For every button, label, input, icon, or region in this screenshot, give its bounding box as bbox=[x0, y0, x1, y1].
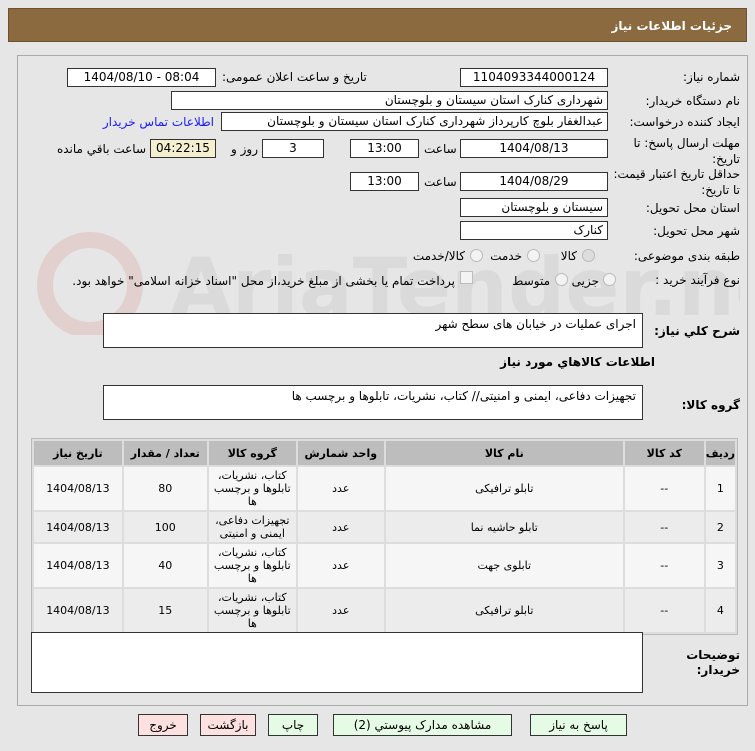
days-label: روز و bbox=[231, 142, 258, 156]
category-option-goods: کالا bbox=[560, 249, 577, 263]
category-radio-service[interactable] bbox=[527, 249, 540, 262]
goods-table: ردیف کد کالا نام کالا واحد شمارش گروه کا… bbox=[31, 438, 738, 635]
col-name: نام کالا bbox=[385, 441, 623, 465]
cell-name: تابلو حاشیه نما bbox=[385, 512, 623, 542]
cell-qty: 80 bbox=[123, 467, 207, 510]
cell-code: -- bbox=[624, 512, 704, 542]
description-textarea[interactable]: اجرای عملیات در خیابان های سطح شهر bbox=[103, 313, 643, 348]
cell-group: کتاب، نشریات، تابلوها و برچسب ها bbox=[208, 544, 296, 587]
category-option-service: خدمت bbox=[490, 249, 522, 263]
print-button[interactable]: چاپ bbox=[268, 714, 318, 736]
creator-field: عبدالغفار بلوچ کارپرداز شهرداری کنارک اس… bbox=[221, 112, 608, 131]
need-number-field: 1104093344000124 bbox=[460, 68, 608, 87]
table-row: 3 -- تابلوی جهت عدد کتاب، نشریات، تابلوها و … bbox=[34, 544, 735, 587]
cell-group: کتاب، نشریات، تابلوها و برچسب ها bbox=[208, 467, 296, 510]
col-code: کد کالا bbox=[624, 441, 704, 465]
page-header: جزئیات اطلاعات نیاز bbox=[8, 8, 747, 42]
validity-time-label: ساعت bbox=[424, 175, 457, 189]
cell-group: کتاب، نشریات، تابلوها و برچسب ها bbox=[208, 589, 296, 632]
city-field: کنارک bbox=[460, 221, 608, 240]
page-title: جزئیات اطلاعات نیاز bbox=[611, 19, 732, 33]
announce-field: 1404/08/10 - 08:04 bbox=[67, 68, 216, 87]
process-option-medium: متوسط bbox=[512, 274, 550, 288]
back-button[interactable]: بازگشت bbox=[200, 714, 256, 736]
attachments-button[interactable]: مشاهده مدارک پیوستي (2) bbox=[333, 714, 512, 736]
deadline-label: مهلت ارسال پاسخ: تا تاریخ: bbox=[633, 136, 740, 166]
contact-buyer-link[interactable]: اطلاعات تماس خریدار bbox=[102, 115, 214, 129]
cell-qty: 15 bbox=[123, 589, 207, 632]
cell-date: 1404/08/13 bbox=[34, 512, 122, 542]
cell-row: 4 bbox=[705, 589, 735, 632]
goods-group-textarea[interactable]: تجهیزات دفاعی، ایمنی و امنیتی// کتاب، نش… bbox=[103, 385, 643, 420]
remaining-label: ساعت باقي مانده bbox=[56, 142, 146, 156]
cell-date: 1404/08/13 bbox=[34, 467, 122, 510]
buyer-org-label: نام دستگاه خریدار: bbox=[645, 94, 741, 108]
deadline-time-field: 13:00 bbox=[350, 139, 419, 158]
cell-code: -- bbox=[624, 467, 704, 510]
cell-code: -- bbox=[624, 544, 704, 587]
deadline-time-label: ساعت bbox=[424, 142, 457, 156]
cell-qty: 100 bbox=[123, 512, 207, 542]
need-number-label: شماره نیاز: bbox=[683, 70, 740, 84]
buyer-notes-textarea[interactable] bbox=[31, 632, 643, 693]
cell-unit: عدد bbox=[297, 544, 384, 587]
cell-qty: 40 bbox=[123, 544, 207, 587]
cell-name: تابلو ترافیکی bbox=[385, 467, 623, 510]
goods-info-title: اطلاعات كالاهاي مورد نياز bbox=[500, 355, 655, 369]
city-label: شهر محل تحویل: bbox=[653, 224, 740, 238]
category-radio-goods[interactable] bbox=[582, 249, 595, 262]
description-label: شرح كلي نياز: bbox=[654, 324, 740, 338]
table-row: 4 -- تابلو ترافیکی عدد کتاب، نشریات، تابلوها… bbox=[34, 589, 735, 632]
goods-group-label: گروه کالا: bbox=[681, 398, 740, 412]
buyer-org-field: شهرداری کنارک استان سیستان و بلوچستان bbox=[171, 91, 608, 110]
exit-button[interactable]: خروج bbox=[138, 714, 188, 736]
category-label: طبقه بندی موضوعی: bbox=[633, 249, 740, 263]
category-option-both: کالا/خدمت bbox=[412, 249, 465, 263]
cell-row: 1 bbox=[705, 467, 735, 510]
validity-time-field: 13:00 bbox=[350, 172, 419, 191]
cell-code: -- bbox=[624, 589, 704, 632]
cell-unit: عدد bbox=[297, 589, 384, 632]
category-radio-both[interactable] bbox=[470, 249, 483, 262]
cell-date: 1404/08/13 bbox=[34, 544, 122, 587]
announce-label: تاریخ و ساعت اعلان عمومی: bbox=[222, 70, 367, 84]
cell-row: 2 bbox=[705, 512, 735, 542]
cell-group: تجهیزات دفاعی، ایمنی و امنیتی bbox=[208, 512, 296, 542]
cell-name: تابلو ترافیکی bbox=[385, 589, 623, 632]
cell-name: تابلوی جهت bbox=[385, 544, 623, 587]
process-option-minor: جزیی bbox=[571, 274, 599, 288]
col-group: گروه کالا bbox=[208, 441, 296, 465]
payment-note: پرداخت تمام یا بخشی از مبلغ خرید،از محل … bbox=[72, 274, 455, 288]
process-label: نوع فرآیند خرید : bbox=[655, 273, 740, 287]
cell-row: 3 bbox=[705, 544, 735, 587]
days-field: 3 bbox=[262, 139, 324, 158]
treasury-checkbox[interactable] bbox=[460, 271, 473, 284]
creator-label: ایجاد کننده درخواست: bbox=[629, 115, 740, 129]
process-radio-medium[interactable] bbox=[555, 273, 568, 286]
table-header-row: ردیف کد کالا نام کالا واحد شمارش گروه کا… bbox=[34, 441, 735, 465]
validity-label: حداقل تاریخ اعتبار قیمت: تا تاریخ: bbox=[613, 167, 740, 197]
col-date: تاریخ نیاز bbox=[34, 441, 122, 465]
province-field: سیستان و بلوچستان bbox=[460, 198, 608, 217]
remaining-time-field: 04:22:15 bbox=[150, 139, 216, 158]
deadline-date-field: 1404/08/13 bbox=[460, 139, 608, 158]
buyer-notes-label: توضیحات خریدار: bbox=[686, 648, 740, 677]
validity-date-field: 1404/08/29 bbox=[460, 172, 608, 191]
col-qty: تعداد / مقدار bbox=[123, 441, 207, 465]
col-row: ردیف bbox=[705, 441, 735, 465]
cell-unit: عدد bbox=[297, 467, 384, 510]
cell-unit: عدد bbox=[297, 512, 384, 542]
table-row: 1 -- تابلو ترافیکی عدد کتاب، نشریات، تابلوها… bbox=[34, 467, 735, 510]
reply-button[interactable]: پاسخ به نیاز bbox=[530, 714, 627, 736]
process-radio-minor[interactable] bbox=[603, 273, 616, 286]
province-label: استان محل تحویل: bbox=[645, 201, 740, 215]
col-unit: واحد شمارش bbox=[297, 441, 384, 465]
table-row: 2 -- تابلو حاشیه نما عدد تجهیزات دفاعی، ایمن… bbox=[34, 512, 735, 542]
cell-date: 1404/08/13 bbox=[34, 589, 122, 632]
